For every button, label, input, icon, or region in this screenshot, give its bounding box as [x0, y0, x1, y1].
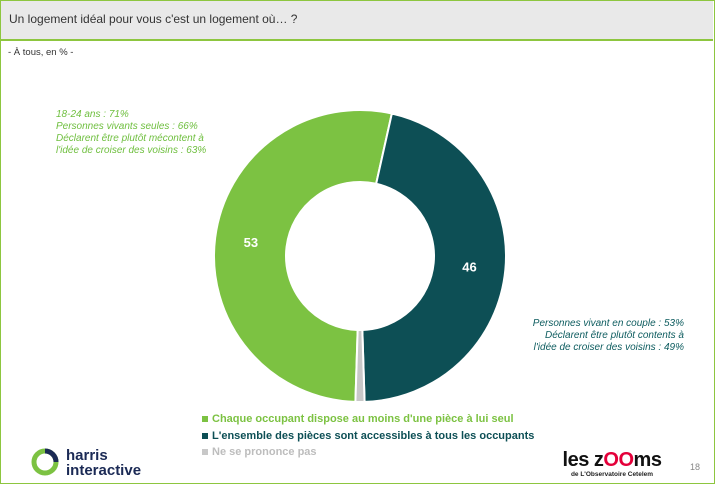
zooms-suffix: ms — [633, 449, 662, 471]
legend-label: Chaque occupant dispose au moins d'une p… — [212, 413, 514, 425]
zooms-oo: OO — [603, 449, 634, 471]
annotation-right-line: l'idée de croiser des voisins : 49% — [533, 342, 684, 353]
annotation-right-line: Personnes vivant en couple : 53% — [532, 318, 684, 329]
annotation-left-line: 18-24 ans : 71% — [56, 109, 129, 120]
legend-item: Chaque occupant dispose au moins d'une p… — [202, 411, 534, 428]
annotation-left-line: l'idée de croiser des voisins : 63% — [56, 145, 207, 156]
page-number: 18 — [690, 462, 701, 472]
legend-swatch — [202, 416, 208, 423]
slice-value-label: 46 — [462, 259, 476, 274]
annotation-left-line: Déclarent être plutôt mécontent à — [56, 133, 204, 144]
harris-interactive-logo: harris interactive — [30, 446, 160, 480]
legend-swatch — [202, 432, 208, 439]
annotation-right: Personnes vivant en couple : 53% Déclare… — [488, 318, 684, 354]
legend-label: Ne se prononce pas — [212, 446, 317, 458]
page-title: Un logement idéal pour vous c'est un log… — [9, 12, 298, 26]
annotation-left: 18-24 ans : 71% Personnes vivants seules… — [56, 109, 256, 157]
legend-item: L'ensemble des pièces sont accessibles à… — [202, 428, 534, 445]
zooms-wordmark: les zOOms — [552, 450, 672, 470]
donut-slice — [213, 109, 394, 403]
legend-label: L'ensemble des pièces sont accessibles à… — [212, 429, 535, 442]
zooms-subtitle: de L'Observatoire Cetelem — [570, 471, 654, 478]
annotation-left-line: Personnes vivants seules : 66% — [56, 121, 198, 132]
donut-slice — [361, 112, 507, 403]
annotation-right-line: Déclarent être plutôt contents à — [545, 330, 684, 341]
harris-ring-icon — [31, 448, 59, 476]
zooms-prefix: les z — [562, 449, 604, 471]
harris-logo-line: harris — [66, 447, 108, 464]
donut-slice — [354, 328, 366, 404]
harris-logo-line: interactive — [66, 462, 142, 479]
page-subtitle: - À tous, en % - — [8, 47, 74, 58]
chart-legend: Chaque occupant dispose au moins d'une p… — [202, 411, 534, 461]
les-zooms-logo: les zOOms de L'Observatoire Cetelem — [552, 450, 672, 482]
legend-swatch — [202, 449, 208, 456]
title-bar: Un logement idéal pour vous c'est un log… — [1, 1, 713, 41]
slice-value-label: 53 — [244, 235, 258, 250]
legend-item: Ne se prononce pas — [202, 444, 534, 461]
